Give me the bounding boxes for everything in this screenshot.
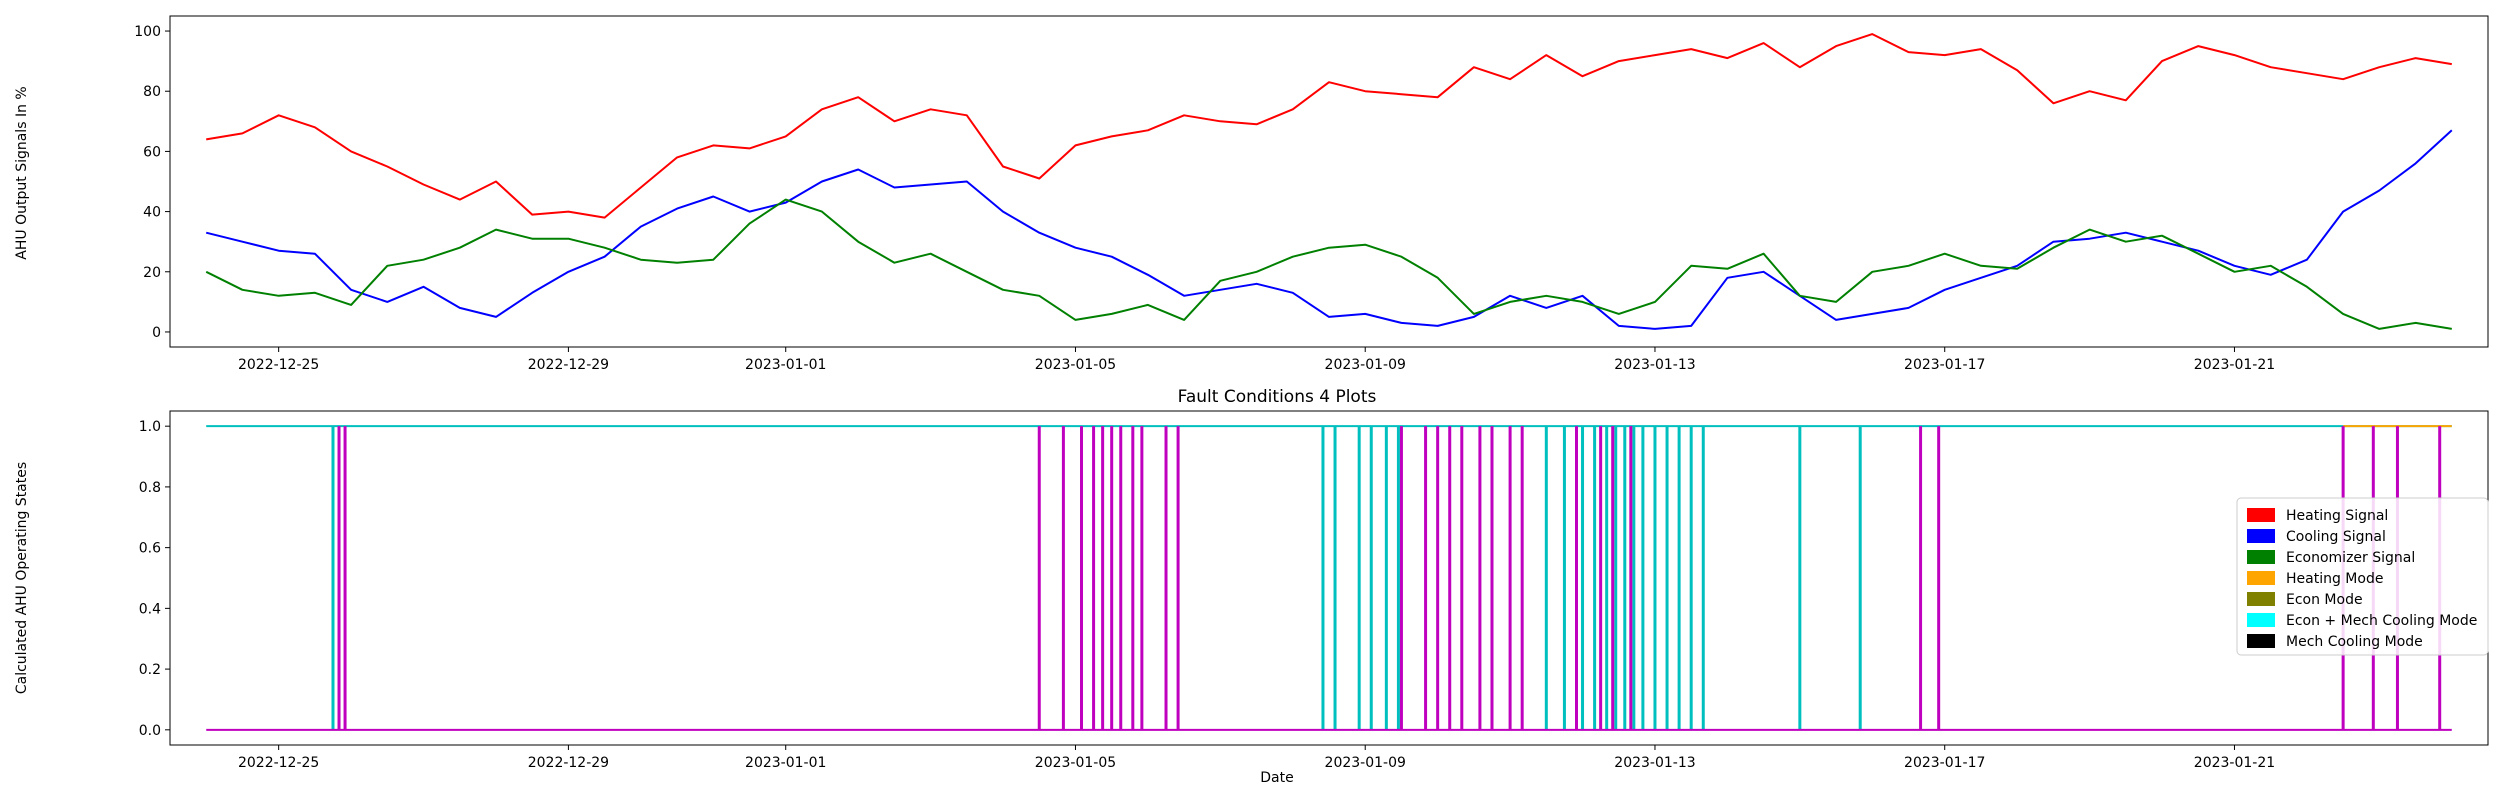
- legend-label: Economizer Signal: [2286, 550, 2415, 566]
- legend-frame: [2236, 497, 2489, 656]
- legend-swatch: [2247, 571, 2275, 585]
- x-tick-label: 2022-12-29: [528, 357, 609, 373]
- legend-label: Heating Signal: [2286, 508, 2388, 524]
- fault-axes: 0.0 0.2 0.4 0.6 0.8 1.0 2022-12-25 2022-12-29 20…: [139, 410, 2489, 771]
- x-tick-label: 2023-01-17: [1904, 357, 1985, 373]
- signals-plot: 0 20 40 60 80 100 2022-12-25 2022-12-29 2023-01-…: [14, 15, 2489, 373]
- x-tick-label: 2023-01-21: [2194, 357, 2275, 373]
- signal-series-2: [205, 198, 2452, 330]
- signals-axes: 0 20 40 60 80 100 2022-12-25 2022-12-29 2023-01-…: [134, 15, 2489, 373]
- y-tick-label: 20: [143, 265, 161, 281]
- legend-label: Heating Mode: [2286, 571, 2383, 587]
- x-tick-label: 2023-01-13: [1614, 755, 1695, 771]
- legend-swatch: [2247, 634, 2275, 648]
- legend: Heating Signal Cooling Signal Economizer S…: [2236, 497, 2489, 656]
- signals-lines: [205, 33, 2453, 330]
- legend-label: Mech Cooling Mode: [2286, 634, 2423, 650]
- y-tick-label: 0.6: [139, 541, 161, 557]
- plot-frame: [169, 15, 2489, 348]
- fault-y-axis-label: Calculated AHU Operating States: [14, 462, 30, 694]
- legend-swatch: [2247, 613, 2275, 627]
- x-tick-label: 2023-01-01: [745, 357, 826, 373]
- y-tick-label: 40: [143, 205, 161, 221]
- x-tick-label: 2023-01-05: [1035, 755, 1116, 771]
- x-tick-label: 2023-01-09: [1325, 755, 1406, 771]
- x-tick-label: 2023-01-13: [1614, 357, 1695, 373]
- x-tick-label: 2023-01-01: [745, 755, 826, 771]
- y-tick-label: 0.2: [139, 662, 161, 678]
- legend-label: Econ + Mech Cooling Mode: [2286, 613, 2477, 629]
- legend-swatch: [2247, 592, 2275, 606]
- x-tick-label: 2023-01-09: [1325, 357, 1406, 373]
- y-tick-label: 60: [143, 144, 161, 160]
- y-tick-label: 80: [143, 84, 161, 100]
- legend-swatch: [2247, 529, 2275, 543]
- y-tick-label: 0.4: [139, 601, 161, 617]
- legend-swatch: [2247, 550, 2275, 564]
- y-tick-label: 0: [152, 325, 161, 341]
- x-tick-label: 2022-12-29: [528, 755, 609, 771]
- x-tick-label: 2023-01-21: [2194, 755, 2275, 771]
- y-tick-label: 1.0: [139, 419, 161, 435]
- signal-series-1: [205, 129, 2453, 330]
- fault-plot-title: Fault Conditions 4 Plots: [1178, 387, 1377, 407]
- y-tick-label: 0.8: [139, 480, 161, 496]
- legend-swatch: [2247, 508, 2275, 522]
- x-tick-label: 2022-12-25: [238, 357, 319, 373]
- x-tick-label: 2022-12-25: [238, 755, 319, 771]
- signals-y-axis-label: AHU Output Signals In %: [14, 86, 30, 259]
- y-tick-label: 0.0: [139, 723, 161, 739]
- legend-label: Econ Mode: [2286, 592, 2363, 608]
- signal-series-0: [206, 33, 2452, 219]
- legend-label: Cooling Signal: [2286, 529, 2386, 545]
- y-tick-label: 100: [134, 24, 161, 40]
- x-tick-label: 2023-01-17: [1904, 755, 1985, 771]
- x-tick-label: 2023-01-05: [1035, 357, 1116, 373]
- fault-x-axis-label: Date: [1260, 770, 1293, 786]
